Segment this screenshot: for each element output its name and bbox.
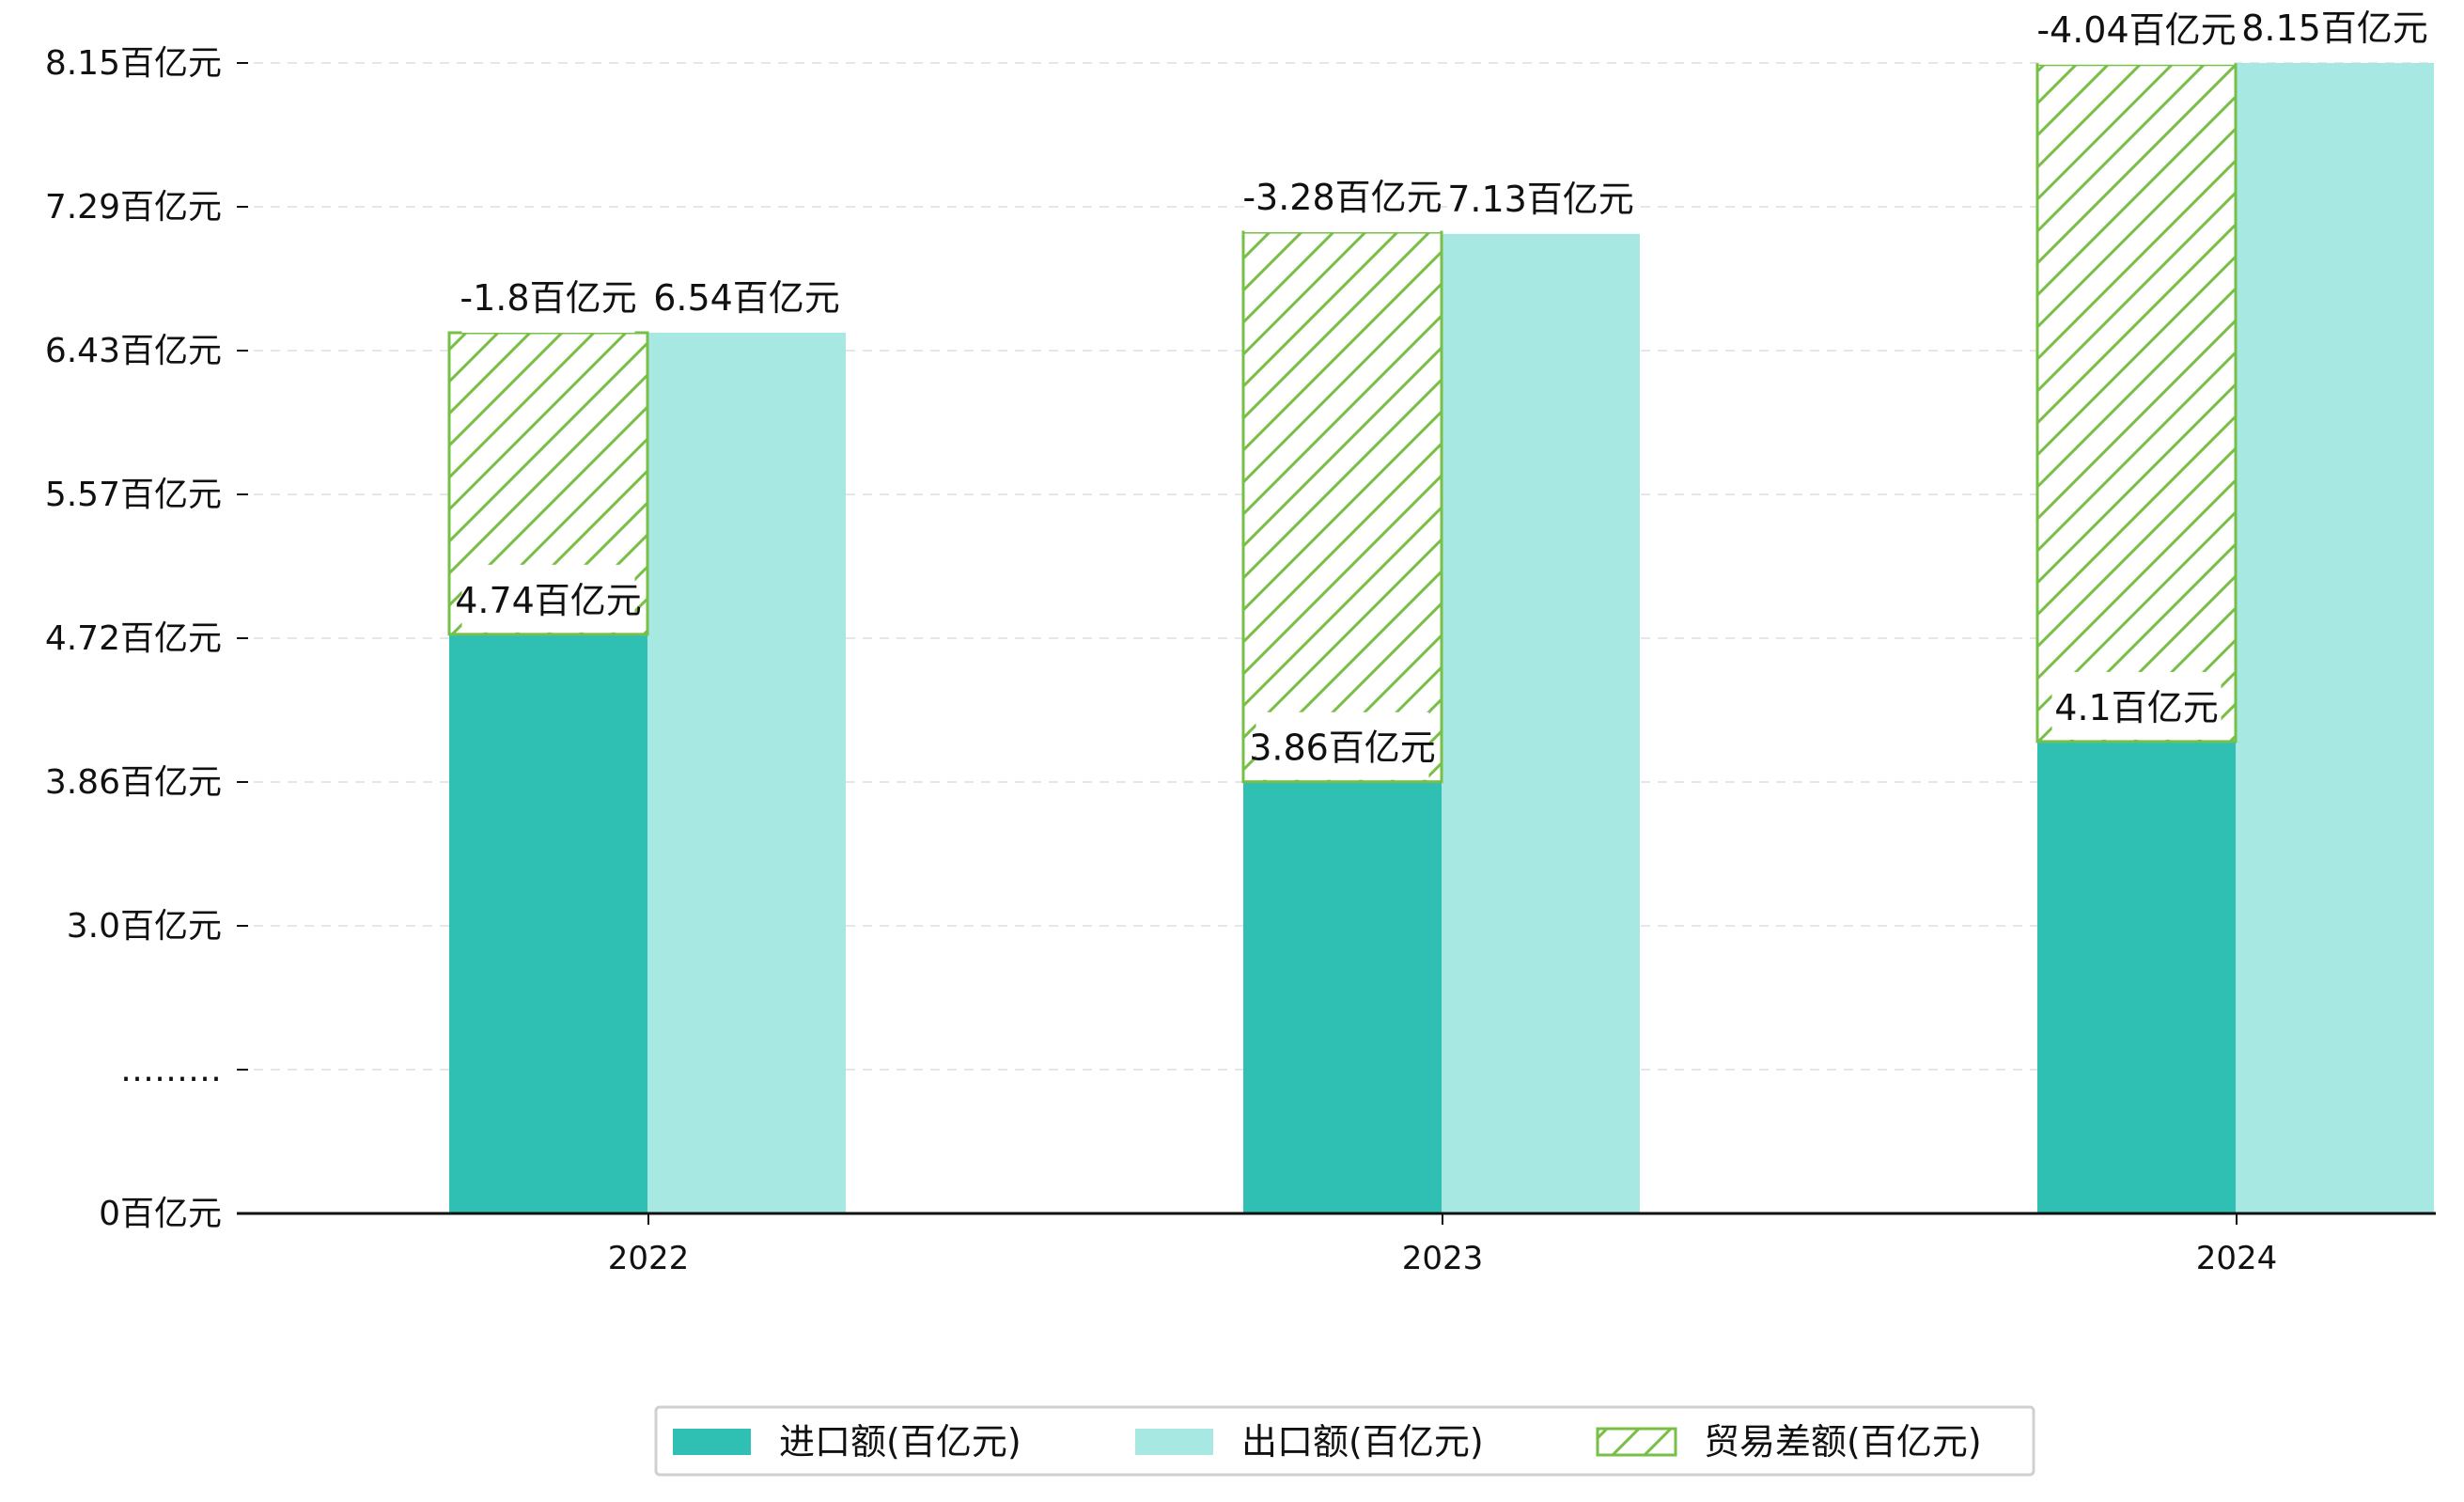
axes: 0百亿元 ……… 3.0百亿元 3.86百亿元 4.72百亿元 5.57百亿元 6.43百亿… [45,44,2436,1277]
label-export-2024-bg [2248,0,2422,61]
bar-import-2024 [2037,741,2236,1213]
bar-import-2022 [449,634,647,1213]
legend-export-label: 出口额(百亿元) [1241,1421,1484,1463]
label-import-2023-bg [1255,712,1429,780]
label-export-2023-bg [1454,167,1628,232]
bar-export-2023 [1442,233,1640,1213]
label-import-2023: 3.86百亿元 [1249,728,1436,769]
x-tick-label: 2022 [608,1240,690,1277]
bar-export-2022 [647,332,846,1213]
y-tick-label: 7.29百亿元 [45,188,222,227]
y-tick-label: 5.57百亿元 [45,476,222,514]
label-import-2022-bg [461,564,635,633]
legend-balance-swatch [1596,1427,1677,1457]
x-tick-label: 2024 [2196,1240,2278,1277]
data-labels: 6.54百亿元 4.74百亿元 -1.8百亿元 7.13百亿元 3.86百亿元 -3.28… [455,0,2428,780]
legend: 进口额(百亿元) 出口额(百亿元) 贸易差额(百亿元) [654,1405,2035,1477]
y-tick-label: 6.43百亿元 [45,332,222,370]
legend-balance-label: 贸易差额(百亿元) [1704,1421,1982,1463]
y-tick-label: 0百亿元 [99,1195,222,1233]
label-balance-2022-bg [461,264,635,333]
label-import-2024: 4.1百亿元 [2054,687,2218,728]
label-balance-2024-bg [2038,0,2235,65]
bar-export-2024 [2236,63,2434,1213]
x-tick-label: 2023 [1402,1240,1484,1277]
legend-export-swatch [1135,1429,1213,1455]
y-tick-label: ……… [120,1051,222,1089]
legend-box [654,1405,2035,1477]
label-balance-2023-bg [1244,164,1441,233]
legend-import-label: 进口额(百亿元) [779,1421,1021,1463]
y-tick-label: 3.86百亿元 [45,763,222,802]
label-export-2024: 8.15百亿元 [2241,8,2428,49]
label-export-2022-bg [660,266,834,331]
label-import-2022: 4.74百亿元 [455,580,642,621]
label-export-2022: 6.54百亿元 [653,277,840,319]
y-tick-label: 8.15百亿元 [45,44,222,83]
label-balance-2023: -3.28百亿元 [1242,177,1442,218]
legend-import-swatch [673,1429,751,1455]
bars [447,63,2434,1213]
bar-balance-2023 [1241,230,1443,784]
bar-balance-2024 [2035,63,2238,743]
label-import-2024-bg [2051,671,2222,740]
y-tick-label: 3.0百亿元 [67,907,222,946]
bar-import-2023 [1243,781,1442,1213]
label-balance-2024: -4.04百亿元 [2036,9,2236,51]
label-balance-2022: -1.8百亿元 [460,277,636,319]
y-tick-label: 4.72百亿元 [45,619,222,658]
label-export-2023: 7.13百亿元 [1447,179,1634,220]
